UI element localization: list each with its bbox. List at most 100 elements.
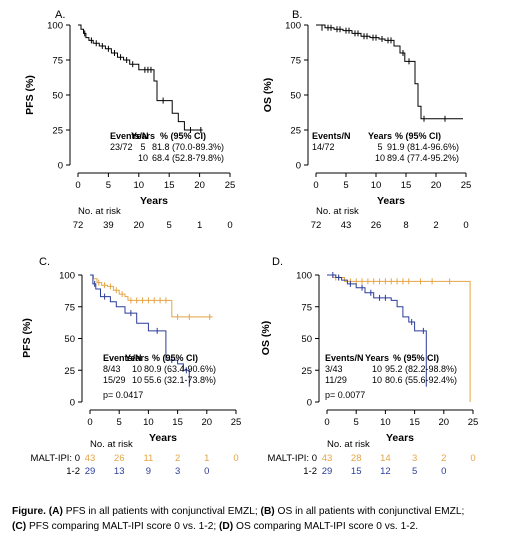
survival-curve-overall	[78, 24, 203, 131]
risk-value: 0	[227, 220, 232, 231]
risk-value: 20	[134, 220, 145, 231]
table-header-years: Years	[365, 353, 389, 363]
x-axis-title: Years	[386, 432, 414, 444]
y-tick-label: 100	[47, 21, 63, 32]
risk-value: 29	[85, 466, 96, 477]
risk-value: 1	[204, 453, 209, 464]
table-cell-ci: 55.6 (32.1-73.8%)	[144, 375, 216, 385]
table-cell-years: 10	[372, 375, 382, 385]
y-tick-label: 75	[301, 302, 312, 313]
panel-label: A.	[55, 9, 65, 21]
table-cell-events: 11/29	[325, 375, 347, 385]
risk-value: 2	[441, 453, 446, 464]
table-header-events: Events/N	[325, 353, 364, 363]
table-header-ci: % (95% CI)	[160, 131, 206, 141]
risk-value: 11	[143, 453, 153, 464]
risk-row-label: MALT-IPI: 0	[268, 453, 317, 464]
risk-value: 72	[73, 220, 84, 231]
table-cell-years: 10	[138, 153, 148, 163]
y-tick-label: 100	[59, 271, 75, 282]
risk-value: 14	[380, 453, 391, 464]
p-value: p= 0.0077	[325, 390, 365, 400]
y-tick-label: 0	[70, 398, 75, 409]
p-value: p= 0.0417	[103, 390, 143, 400]
x-tick-label: 0	[313, 180, 318, 191]
caption-text-a: PFS in all patients with conjunctival EM…	[62, 506, 261, 517]
risk-value: 3	[412, 453, 417, 464]
risk-value: 12	[380, 466, 391, 477]
risk-value: 9	[146, 466, 151, 477]
table-header-events: Events/N	[110, 131, 149, 141]
table-cell-events: 15/29	[103, 375, 126, 385]
x-tick-label: 10	[380, 417, 391, 428]
y-tick-label: 50	[301, 334, 312, 345]
risk-value: 8	[403, 220, 408, 231]
panel-label: C.	[39, 256, 50, 268]
risk-value: 43	[322, 453, 333, 464]
panel-label: B.	[292, 9, 302, 21]
risk-value: 39	[103, 220, 114, 231]
caption-bold-a: Figure. (A)	[12, 506, 63, 517]
table-cell-ci: 95.2 (82.2-98.8%)	[385, 364, 457, 374]
x-tick-label: 25	[225, 180, 236, 191]
risk-value: 43	[341, 220, 352, 231]
caption-bold-d: (D)	[219, 521, 234, 532]
y-tick-label: 100	[285, 21, 301, 32]
y-tick-label: 75	[64, 302, 75, 313]
y-tick-label: 0	[307, 398, 312, 409]
table-header-ci: % (95% CI)	[152, 353, 198, 363]
table-cell-ci: 91.9 (81.4-96.6%)	[387, 142, 459, 152]
risk-value: 0	[204, 466, 209, 477]
y-axis-title: PFS (%)	[21, 318, 33, 358]
risk-value: 0	[463, 220, 468, 231]
table-header-years: Years	[131, 131, 155, 141]
risk-value: 2	[175, 453, 180, 464]
risk-value: 26	[371, 220, 382, 231]
x-tick-label: 25	[468, 417, 479, 428]
x-tick-label: 15	[172, 417, 183, 428]
caption-text-b: OS in all patients with conjunctival EMZ…	[274, 506, 465, 517]
x-tick-label: 5	[354, 417, 359, 428]
y-tick-label: 50	[64, 334, 75, 345]
caption-bold-b: (B)	[260, 506, 275, 517]
table-cell-ci: 68.4 (52.8-79.8%)	[152, 153, 224, 163]
table-header-years: Years	[125, 353, 149, 363]
risk-value: 15	[351, 466, 362, 477]
x-tick-label: 0	[75, 180, 80, 191]
risk-value: 0	[233, 453, 238, 464]
table-cell-years: 5	[140, 142, 145, 152]
risk-value: 0	[441, 466, 446, 477]
y-tick-label: 75	[290, 56, 301, 67]
risk-value: 5	[412, 466, 417, 477]
risk-value: 72	[311, 220, 322, 231]
survival-curve-score12	[327, 274, 427, 387]
x-tick-label: 25	[461, 180, 472, 191]
x-tick-label: 5	[106, 180, 111, 191]
risk-table-title: No. at risk	[90, 439, 133, 450]
y-tick-label: 0	[296, 161, 301, 172]
y-tick-label: 25	[301, 366, 312, 377]
y-tick-label: 25	[52, 126, 63, 137]
table-cell-years: 10	[132, 375, 142, 385]
x-tick-label: 0	[324, 417, 329, 428]
y-tick-label: 50	[290, 91, 301, 102]
risk-value: 13	[114, 466, 125, 477]
x-tick-label: 20	[431, 180, 442, 191]
x-tick-label: 20	[194, 180, 205, 191]
x-tick-label: 10	[134, 180, 145, 191]
x-tick-label: 10	[143, 417, 154, 428]
risk-row-label: 1-2	[66, 466, 80, 477]
risk-row-label: MALT-IPI: 0	[31, 453, 80, 464]
x-tick-label: 25	[231, 417, 242, 428]
table-cell-events: 23/72	[110, 142, 133, 152]
x-axis-title: Years	[140, 195, 168, 207]
y-tick-label: 25	[64, 366, 75, 377]
caption-bold-c: (C)	[12, 521, 27, 532]
table-cell-years: 10	[372, 364, 382, 374]
x-tick-label: 10	[371, 180, 382, 191]
risk-value: 43	[85, 453, 96, 464]
